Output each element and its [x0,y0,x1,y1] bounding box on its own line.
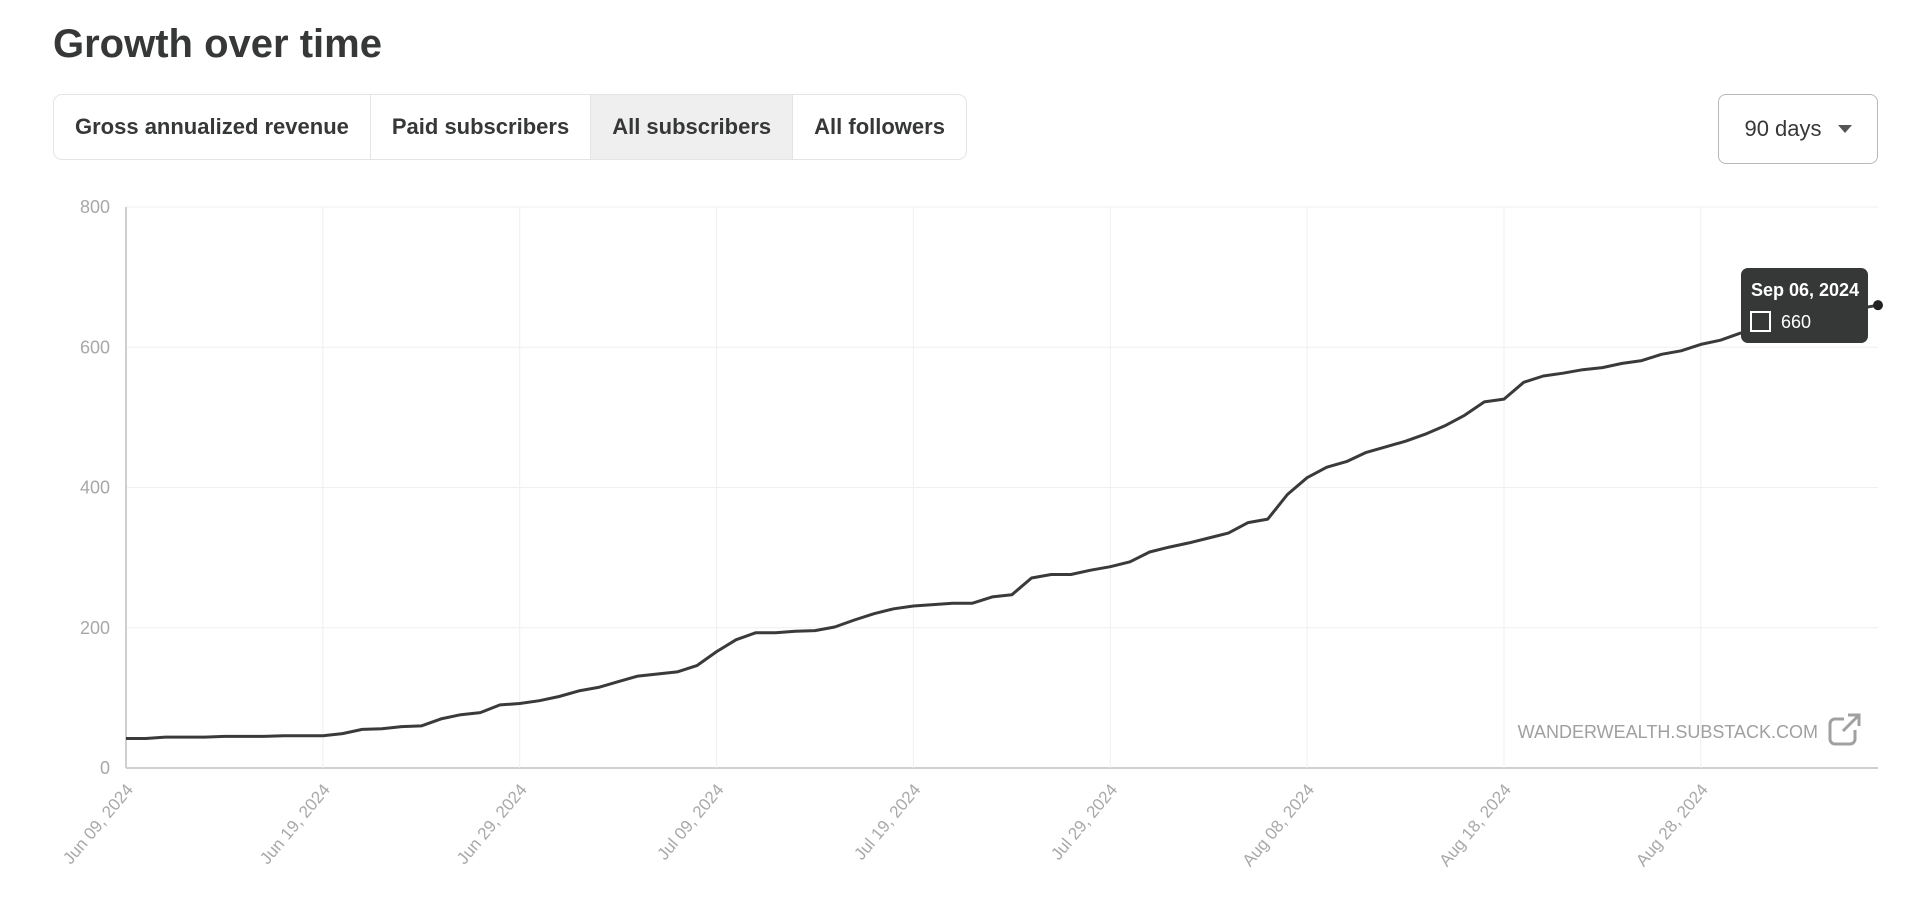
tooltip: Sep 06, 2024 660 [1741,268,1868,343]
x-tick-label: Aug 08, 2024 [1239,780,1319,870]
metric-tabs: Gross annualized revenue Paid subscriber… [53,94,967,160]
x-tick-label: Jun 29, 2024 [453,780,531,868]
tab-all-followers[interactable]: All followers [814,114,945,139]
external-link-icon[interactable] [1828,713,1861,746]
y-tick-label: 200 [80,618,110,638]
x-tick-label: Aug 28, 2024 [1632,780,1712,870]
x-axis-ticks: Jun 09, 2024 Jun 19, 2024 Jun 29, 2024 Jul … [59,780,1712,870]
caret-down-icon [1837,125,1852,133]
x-tick-label: Jul 19, 2024 [850,780,924,863]
x-tick-label: Aug 18, 2024 [1435,780,1515,870]
tab-paid-subscribers[interactable]: Paid subscribers [371,95,592,159]
date-range-select[interactable]: 90 days [1718,94,1878,164]
y-tick-label: 400 [80,478,110,498]
tooltip-box [1741,268,1868,343]
x-tick-label: Jun 19, 2024 [256,780,334,868]
chart-grid [125,206,1878,769]
y-tick-label: 800 [80,197,110,217]
y-tick-label: 600 [80,337,110,357]
watermark-group: WANDERWEALTH.SUBSTACK.COM [1518,713,1861,746]
series-end-point [1873,300,1883,311]
y-tick-label: 0 [100,758,110,778]
tooltip-swatch-icon [1750,311,1771,332]
date-range-value: 90 days [1744,116,1822,141]
tooltip-value: 660 [1781,312,1811,332]
tooltip-date: Sep 06, 2024 [1751,280,1859,300]
tab-gross-annualized-revenue[interactable]: Gross annualized revenue [54,95,371,159]
y-axis-ticks: 0 200 400 600 800 [80,197,110,778]
page-title: Growth over time [53,22,382,66]
tab-all-subscribers[interactable]: All subscribers [591,95,794,159]
x-tick-label: Jul 09, 2024 [654,780,728,863]
watermark-text: WANDERWEALTH.SUBSTACK.COM [1518,722,1818,742]
x-tick-label: Jun 09, 2024 [59,780,137,868]
series-line [126,303,1879,740]
x-tick-label: Jul 29, 2024 [1047,780,1121,863]
